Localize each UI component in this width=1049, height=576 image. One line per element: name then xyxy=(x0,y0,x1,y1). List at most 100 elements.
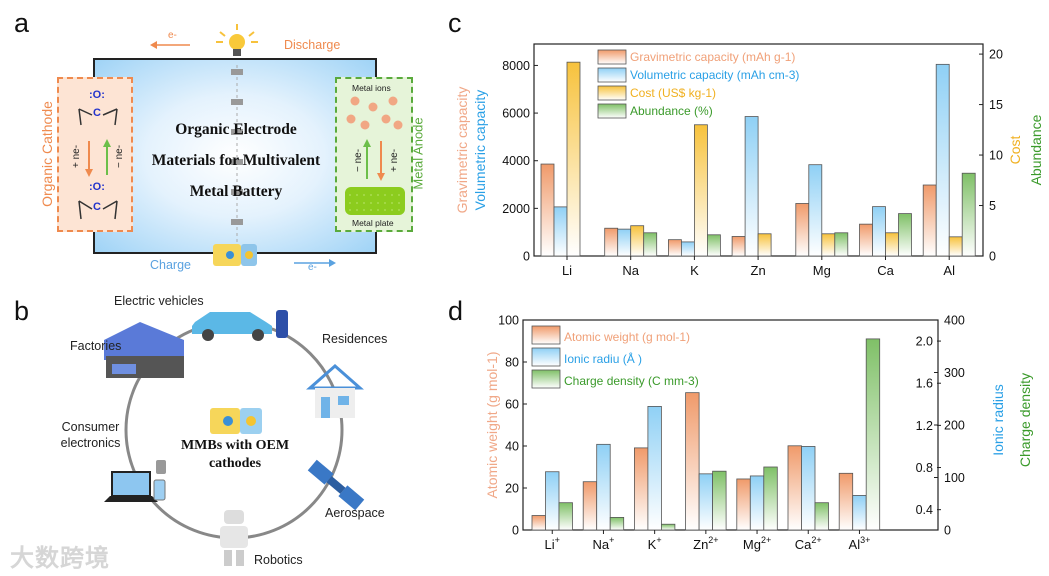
bar-volumetric-al xyxy=(935,63,950,257)
application-robotics: Robotics xyxy=(254,553,303,567)
x-tick-label: Na xyxy=(622,263,639,278)
left-axis-tick-label: 20 xyxy=(505,482,519,496)
bar-atomic-ca2 xyxy=(787,445,802,531)
bar-ionic-li xyxy=(545,471,560,531)
legend-swatch xyxy=(597,49,627,65)
left-axis-tick-label: 2000 xyxy=(502,202,530,216)
left-axis-tick-label: 4000 xyxy=(502,154,530,168)
discharge-label: Discharge xyxy=(284,38,341,52)
bar-gravimetric-ca xyxy=(859,223,873,257)
bar-ionic-na xyxy=(596,443,611,531)
carbon-atom: C xyxy=(93,107,101,119)
bar-abundance-mg xyxy=(834,232,849,257)
metal-ions-label: Metal ions xyxy=(352,83,391,93)
legend-label: Abundance (%) xyxy=(630,104,713,118)
left-axis-tick-label: 0 xyxy=(512,524,519,538)
right-axis-tick-label: 5 xyxy=(989,199,996,213)
discharge-electron-label: e- xyxy=(168,30,177,41)
x-tick-label: K+ xyxy=(648,535,662,552)
bar-cost-zn xyxy=(757,233,772,257)
right-axis-tick-label: 10 xyxy=(989,149,1003,163)
carbonyl-structure-icon xyxy=(78,108,118,220)
bar-charge-al3 xyxy=(865,338,881,531)
legend-label: Volumetric capacity (mAh cm-3) xyxy=(630,68,799,82)
bar-ionic-zn2 xyxy=(698,473,713,531)
radius-axis-tick-label: 0.4 xyxy=(916,503,933,517)
radius-axis-tick-label: 1.6 xyxy=(916,377,933,391)
charge-axis-tick-label: 200 xyxy=(944,419,965,433)
carbon-atom: C xyxy=(93,201,101,213)
metal-anode-box: Metal ions − ne- + ne- Metal plate xyxy=(335,77,413,232)
light-bulb-icon xyxy=(216,24,258,56)
robot-icon xyxy=(220,510,248,566)
mmb-center-text: MMBs with OEM cathodes xyxy=(170,437,300,473)
cell-title: Organic Electrode Materials for Multival… xyxy=(120,114,352,207)
application-factories: Factories xyxy=(70,339,122,353)
bar-cost-li xyxy=(566,61,581,257)
abundance-axis-label: Abundance xyxy=(1028,114,1044,185)
x-tick-label: Ca xyxy=(877,263,894,278)
house-icon xyxy=(306,364,364,418)
bar-charge-mg2 xyxy=(763,466,778,531)
cell-title-line: Metal Battery xyxy=(189,183,283,200)
charge-axis-tick-label: 300 xyxy=(944,366,965,380)
bar-charge-li xyxy=(558,502,573,531)
bar-volumetric-li xyxy=(553,206,568,257)
bar-atomic-zn2 xyxy=(685,392,700,531)
x-tick-label: Li xyxy=(562,263,572,278)
x-tick-label: Mg xyxy=(813,263,831,278)
bar-charge-zn2 xyxy=(712,470,727,531)
bar-ionic-k xyxy=(647,406,662,531)
bar-volumetric-ca xyxy=(872,206,886,257)
bar-gravimetric-mg xyxy=(795,203,810,257)
radius-axis-tick-label: 1.2 xyxy=(916,419,933,433)
legend-swatch xyxy=(597,85,627,101)
oxygen-anion: :O: xyxy=(89,181,105,193)
oxygen-atom: :O: xyxy=(89,89,105,101)
radius-axis-tick-label: 0.8 xyxy=(916,461,933,475)
bar-gravimetric-na xyxy=(604,227,619,257)
factory-icon xyxy=(104,322,184,378)
bar-volumetric-zn xyxy=(744,116,759,257)
charge-density-axis-label: Charge density xyxy=(1017,373,1033,467)
bar-cost-ca xyxy=(885,232,899,257)
gravimetric-capacity-axis-label: Gravimetric capacity xyxy=(454,87,470,214)
charge-electron-label: e- xyxy=(308,262,317,273)
bar-abundance-al xyxy=(961,172,976,257)
bar-cost-na xyxy=(630,225,645,257)
right-axis-tick-label: 0 xyxy=(989,250,996,264)
application-aerospace: Aerospace xyxy=(325,506,385,520)
bar-abundance-k xyxy=(707,234,721,257)
x-tick-label: K xyxy=(690,263,699,278)
metal-ions-and-plate-icon xyxy=(345,96,405,215)
legend-swatch xyxy=(531,369,561,389)
cell-title-line: Organic Electrode xyxy=(175,121,297,138)
bar-ionic-al3 xyxy=(852,495,867,531)
x-tick-label: Al xyxy=(943,263,955,278)
bar-volumetric-na xyxy=(617,228,632,257)
x-tick-label: Li+ xyxy=(545,535,560,552)
legend-label: Ionic radiu (Å ) xyxy=(564,351,642,366)
charge-electron-arrow xyxy=(294,259,336,267)
cell-title-line: Materials for Multivalent xyxy=(151,152,321,169)
atomic-weight-axis-label: Atomic weight (g mol-1) xyxy=(484,351,500,498)
bar-gravimetric-zn xyxy=(731,236,746,257)
bar-atomic-al3 xyxy=(838,472,854,531)
bar-atomic-na xyxy=(582,481,598,531)
radius-axis-tick-label: 2.0 xyxy=(916,335,933,349)
x-tick-label: Al3+ xyxy=(849,535,871,552)
charge-axis-tick-label: 400 xyxy=(944,314,965,328)
left-axis-tick-label: 6000 xyxy=(502,107,530,121)
ionic-radius-axis-label: Ionic radius xyxy=(990,384,1006,456)
bar-volumetric-k xyxy=(681,241,695,257)
metal-plate-label: Metal plate xyxy=(352,218,394,228)
bar-gravimetric-k xyxy=(668,239,682,257)
x-tick-label: Zn2+ xyxy=(693,535,718,552)
right-axis-tick-label: 15 xyxy=(989,98,1003,112)
application-residences: Residences xyxy=(322,332,388,346)
x-tick-label: Mg2+ xyxy=(743,535,771,552)
left-axis-tick-label: 40 xyxy=(505,440,519,454)
legend-swatch xyxy=(531,347,561,367)
legend-label: Gravimetric capacity (mAh g-1) xyxy=(630,50,795,64)
